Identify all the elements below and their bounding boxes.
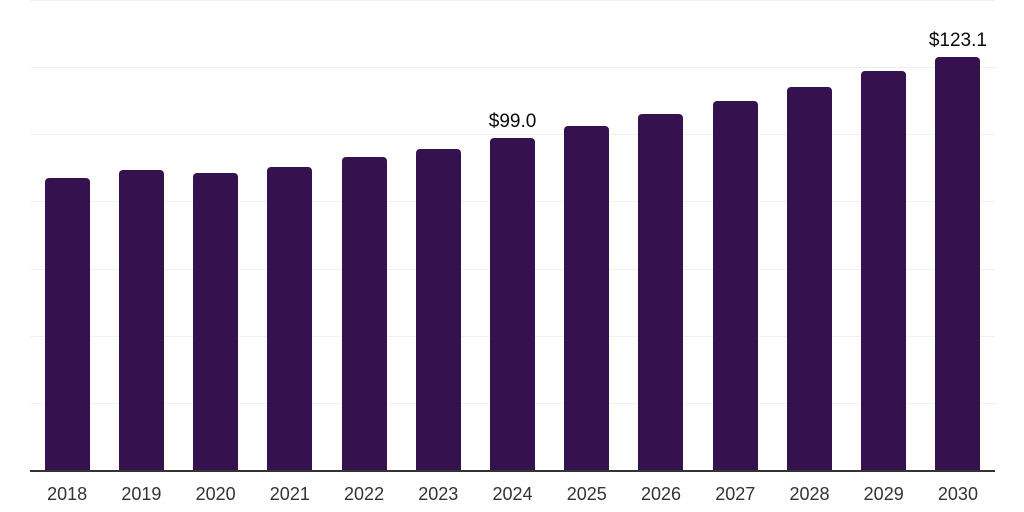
x-tick-label-2020: 2020 xyxy=(195,484,236,504)
bar-2023 xyxy=(415,148,461,470)
bar-2018 xyxy=(44,177,90,470)
plot-area: $99.0 $123.1 xyxy=(30,0,995,472)
bar-2024 xyxy=(490,137,536,470)
bar-band-2022 xyxy=(327,0,401,470)
bar-2029 xyxy=(861,70,907,470)
bar-2025 xyxy=(564,125,610,470)
bar-band-2025 xyxy=(550,0,624,470)
x-tick-label-2025: 2025 xyxy=(566,484,607,504)
bar-2028 xyxy=(786,86,832,470)
bar-band-2026 xyxy=(624,0,698,470)
bar-band-2021 xyxy=(253,0,327,470)
x-axis-line xyxy=(30,470,995,472)
bar-band-2020 xyxy=(178,0,252,470)
gridline-100 xyxy=(30,134,995,136)
bar-2019 xyxy=(118,169,164,470)
bar-band-2027 xyxy=(698,0,772,470)
bar-band-2019 xyxy=(104,0,178,470)
bar-2027 xyxy=(712,101,758,470)
x-tick-label-2029: 2029 xyxy=(863,484,904,504)
x-tick-label-2026: 2026 xyxy=(640,484,682,504)
bar-2030 xyxy=(935,56,981,470)
bar-band-2018 xyxy=(30,0,104,470)
bar-band-2029 xyxy=(847,0,921,470)
x-tick-label-2018: 2018 xyxy=(47,484,88,504)
gridline-140 xyxy=(30,0,995,1)
x-tick-label-2023: 2023 xyxy=(418,484,459,504)
x-axis-tick-labels: 2018 2019 2020 2021 2022 2023 2024 2025 2026 2027… xyxy=(30,472,995,505)
bar-band-2023 xyxy=(401,0,475,470)
gridline-120 xyxy=(30,67,995,69)
bar-2026 xyxy=(638,114,684,470)
x-tick-label-2030: 2030 xyxy=(937,484,978,504)
x-tick-label-2027: 2027 xyxy=(715,484,756,504)
bar-value-label-2030: $123.1 xyxy=(928,29,987,51)
x-tick-label-2022: 2022 xyxy=(344,484,385,504)
bar-band-2024: $99.0 xyxy=(475,0,549,470)
x-tick-label-2019: 2019 xyxy=(121,484,162,504)
bar-value-label-2024: $99.0 xyxy=(488,110,537,132)
bars-row: $99.0 $123.1 xyxy=(30,0,995,470)
x-tick-label-2028: 2028 xyxy=(789,484,830,504)
x-tick-label-2024: 2024 xyxy=(492,484,533,504)
bar-band-2030: $123.1 xyxy=(921,0,995,470)
bar-2022 xyxy=(341,156,387,470)
bar-2021 xyxy=(267,166,313,470)
bar-2020 xyxy=(193,172,239,470)
x-tick-label-2021: 2021 xyxy=(269,484,310,504)
bar-band-2028 xyxy=(772,0,846,470)
